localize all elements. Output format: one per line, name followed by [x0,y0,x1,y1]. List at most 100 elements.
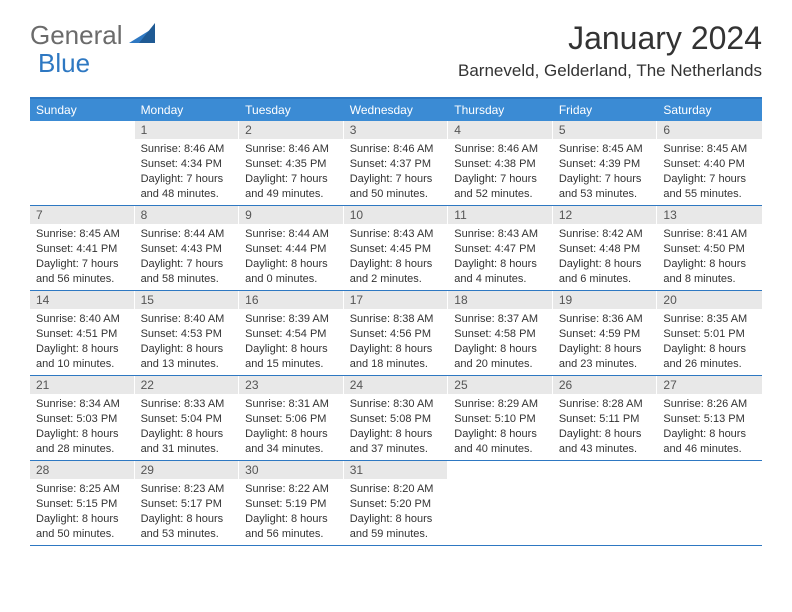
daylight-text: Daylight: 8 hours and 15 minutes. [245,342,338,372]
sunrise-text: Sunrise: 8:46 AM [245,142,338,157]
daylight-text: Daylight: 8 hours and 13 minutes. [141,342,234,372]
sunrise-text: Sunrise: 8:41 AM [663,227,756,242]
day-content: Sunrise: 8:46 AMSunset: 4:38 PMDaylight:… [448,139,553,204]
logo-triangle-icon [129,23,155,48]
day-number: 28 [30,461,135,479]
sunset-text: Sunset: 5:01 PM [663,327,756,342]
sunrise-text: Sunrise: 8:46 AM [454,142,547,157]
sunset-text: Sunset: 4:39 PM [559,157,652,172]
title-block: January 2024 Barneveld, Gelderland, The … [458,20,762,81]
sunrise-text: Sunrise: 8:39 AM [245,312,338,327]
day-number: 2 [239,121,344,139]
sunrise-text: Sunrise: 8:37 AM [454,312,547,327]
daylight-text: Daylight: 8 hours and 8 minutes. [663,257,756,287]
day-content: Sunrise: 8:40 AMSunset: 4:53 PMDaylight:… [135,309,240,374]
day-number: 4 [448,121,553,139]
sunset-text: Sunset: 5:11 PM [559,412,652,427]
week-row: 21Sunrise: 8:34 AMSunset: 5:03 PMDayligh… [30,376,762,461]
day-cell: 5Sunrise: 8:45 AMSunset: 4:39 PMDaylight… [553,121,658,205]
logo: General [30,20,157,51]
daylight-text: Daylight: 8 hours and 37 minutes. [350,427,443,457]
sunset-text: Sunset: 5:20 PM [350,497,443,512]
day-content: Sunrise: 8:38 AMSunset: 4:56 PMDaylight:… [344,309,449,374]
day-header-sun: Sunday [30,99,135,121]
day-number [657,461,762,479]
location-text: Barneveld, Gelderland, The Netherlands [458,61,762,81]
sunrise-text: Sunrise: 8:44 AM [245,227,338,242]
day-content: Sunrise: 8:43 AMSunset: 4:47 PMDaylight:… [448,224,553,289]
daylight-text: Daylight: 7 hours and 58 minutes. [141,257,234,287]
day-cell: 22Sunrise: 8:33 AMSunset: 5:04 PMDayligh… [135,376,240,460]
day-cell: 23Sunrise: 8:31 AMSunset: 5:06 PMDayligh… [239,376,344,460]
day-number: 18 [448,291,553,309]
daylight-text: Daylight: 8 hours and 23 minutes. [559,342,652,372]
daylight-text: Daylight: 8 hours and 43 minutes. [559,427,652,457]
sunset-text: Sunset: 4:50 PM [663,242,756,257]
sunrise-text: Sunrise: 8:43 AM [454,227,547,242]
sunset-text: Sunset: 4:43 PM [141,242,234,257]
sunrise-text: Sunrise: 8:20 AM [350,482,443,497]
day-number: 9 [239,206,344,224]
day-cell: 21Sunrise: 8:34 AMSunset: 5:03 PMDayligh… [30,376,135,460]
sunrise-text: Sunrise: 8:28 AM [559,397,652,412]
daylight-text: Daylight: 8 hours and 0 minutes. [245,257,338,287]
day-header-fri: Friday [553,99,658,121]
sunrise-text: Sunrise: 8:45 AM [663,142,756,157]
sunrise-text: Sunrise: 8:44 AM [141,227,234,242]
sunrise-text: Sunrise: 8:46 AM [141,142,234,157]
sunset-text: Sunset: 4:53 PM [141,327,234,342]
day-header-row: Sunday Monday Tuesday Wednesday Thursday… [30,99,762,121]
week-row: 28Sunrise: 8:25 AMSunset: 5:15 PMDayligh… [30,461,762,546]
day-number: 5 [553,121,658,139]
day-number: 15 [135,291,240,309]
daylight-text: Daylight: 8 hours and 40 minutes. [454,427,547,457]
daylight-text: Daylight: 8 hours and 34 minutes. [245,427,338,457]
daylight-text: Daylight: 8 hours and 6 minutes. [559,257,652,287]
daylight-text: Daylight: 7 hours and 55 minutes. [663,172,756,202]
day-content: Sunrise: 8:43 AMSunset: 4:45 PMDaylight:… [344,224,449,289]
sunset-text: Sunset: 4:35 PM [245,157,338,172]
daylight-text: Daylight: 7 hours and 52 minutes. [454,172,547,202]
daylight-text: Daylight: 7 hours and 53 minutes. [559,172,652,202]
day-content: Sunrise: 8:36 AMSunset: 4:59 PMDaylight:… [553,309,658,374]
day-content: Sunrise: 8:29 AMSunset: 5:10 PMDaylight:… [448,394,553,459]
day-cell [448,461,553,545]
sunrise-text: Sunrise: 8:22 AM [245,482,338,497]
day-cell: 15Sunrise: 8:40 AMSunset: 4:53 PMDayligh… [135,291,240,375]
day-content: Sunrise: 8:39 AMSunset: 4:54 PMDaylight:… [239,309,344,374]
sunrise-text: Sunrise: 8:40 AM [141,312,234,327]
daylight-text: Daylight: 7 hours and 50 minutes. [350,172,443,202]
day-content: Sunrise: 8:35 AMSunset: 5:01 PMDaylight:… [657,309,762,374]
day-cell: 31Sunrise: 8:20 AMSunset: 5:20 PMDayligh… [344,461,449,545]
day-cell: 14Sunrise: 8:40 AMSunset: 4:51 PMDayligh… [30,291,135,375]
day-number: 12 [553,206,658,224]
daylight-text: Daylight: 7 hours and 56 minutes. [36,257,129,287]
daylight-text: Daylight: 8 hours and 2 minutes. [350,257,443,287]
sunset-text: Sunset: 4:44 PM [245,242,338,257]
day-cell: 26Sunrise: 8:28 AMSunset: 5:11 PMDayligh… [553,376,658,460]
day-cell: 28Sunrise: 8:25 AMSunset: 5:15 PMDayligh… [30,461,135,545]
sunrise-text: Sunrise: 8:26 AM [663,397,756,412]
day-cell: 9 Sunrise: 8:44 AMSunset: 4:44 PMDaylight… [239,206,344,290]
day-cell: 7Sunrise: 8:45 AMSunset: 4:41 PMDaylight… [30,206,135,290]
day-header-mon: Monday [135,99,240,121]
day-number [553,461,658,479]
day-number: 20 [657,291,762,309]
header: General January 2024 Barneveld, Gelderla… [0,0,792,89]
day-cell: 3Sunrise: 8:46 AMSunset: 4:37 PMDaylight… [344,121,449,205]
daylight-text: Daylight: 8 hours and 4 minutes. [454,257,547,287]
sunset-text: Sunset: 4:51 PM [36,327,129,342]
day-cell: 11Sunrise: 8:43 AMSunset: 4:47 PMDayligh… [448,206,553,290]
day-cell: 17Sunrise: 8:38 AMSunset: 4:56 PMDayligh… [344,291,449,375]
day-header-wed: Wednesday [344,99,449,121]
day-content: Sunrise: 8:30 AMSunset: 5:08 PMDaylight:… [344,394,449,459]
day-number: 17 [344,291,449,309]
sunset-text: Sunset: 5:17 PM [141,497,234,512]
daylight-text: Daylight: 8 hours and 46 minutes. [663,427,756,457]
day-number: 8 [135,206,240,224]
sunset-text: Sunset: 4:45 PM [350,242,443,257]
logo-text-blue: Blue [38,48,90,78]
sunset-text: Sunset: 4:58 PM [454,327,547,342]
day-content: Sunrise: 8:46 AMSunset: 4:35 PMDaylight:… [239,139,344,204]
day-number: 13 [657,206,762,224]
